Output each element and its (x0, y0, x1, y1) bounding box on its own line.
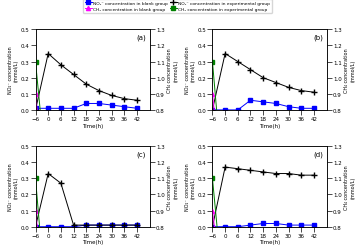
Y-axis label: CH₄ concentration
(mmol/L): CH₄ concentration (mmol/L) (344, 48, 355, 92)
Y-axis label: NO₂⁻ concentration
(mmol/L): NO₂⁻ concentration (mmol/L) (185, 47, 196, 94)
X-axis label: Time(h): Time(h) (82, 239, 103, 244)
Y-axis label: NO₂⁻ concentration
(mmol/L): NO₂⁻ concentration (mmol/L) (8, 163, 19, 210)
Text: (d): (d) (313, 151, 323, 157)
Y-axis label: CH₄ concentration
(mmol/L): CH₄ concentration (mmol/L) (168, 165, 178, 209)
Y-axis label: CH₄ concentration
(mmol/L): CH₄ concentration (mmol/L) (344, 165, 355, 209)
Y-axis label: NO₂⁻ concentration
(mmol/L): NO₂⁻ concentration (mmol/L) (8, 47, 19, 94)
X-axis label: Time(h): Time(h) (259, 239, 280, 244)
Y-axis label: NO₂⁻ concentration
(mmol/L): NO₂⁻ concentration (mmol/L) (185, 163, 196, 210)
Text: (c): (c) (136, 151, 145, 157)
Text: (a): (a) (136, 34, 146, 41)
X-axis label: Time(h): Time(h) (259, 123, 280, 128)
X-axis label: Time(h): Time(h) (82, 123, 103, 128)
Text: (b): (b) (313, 34, 323, 41)
Legend: NO₂⁻ concentration in blank group, CH₄ concentration in blank group, NO₂⁻ concen: NO₂⁻ concentration in blank group, CH₄ c… (83, 0, 272, 14)
Y-axis label: CH₄ concentration
(mmol/L): CH₄ concentration (mmol/L) (168, 48, 178, 92)
